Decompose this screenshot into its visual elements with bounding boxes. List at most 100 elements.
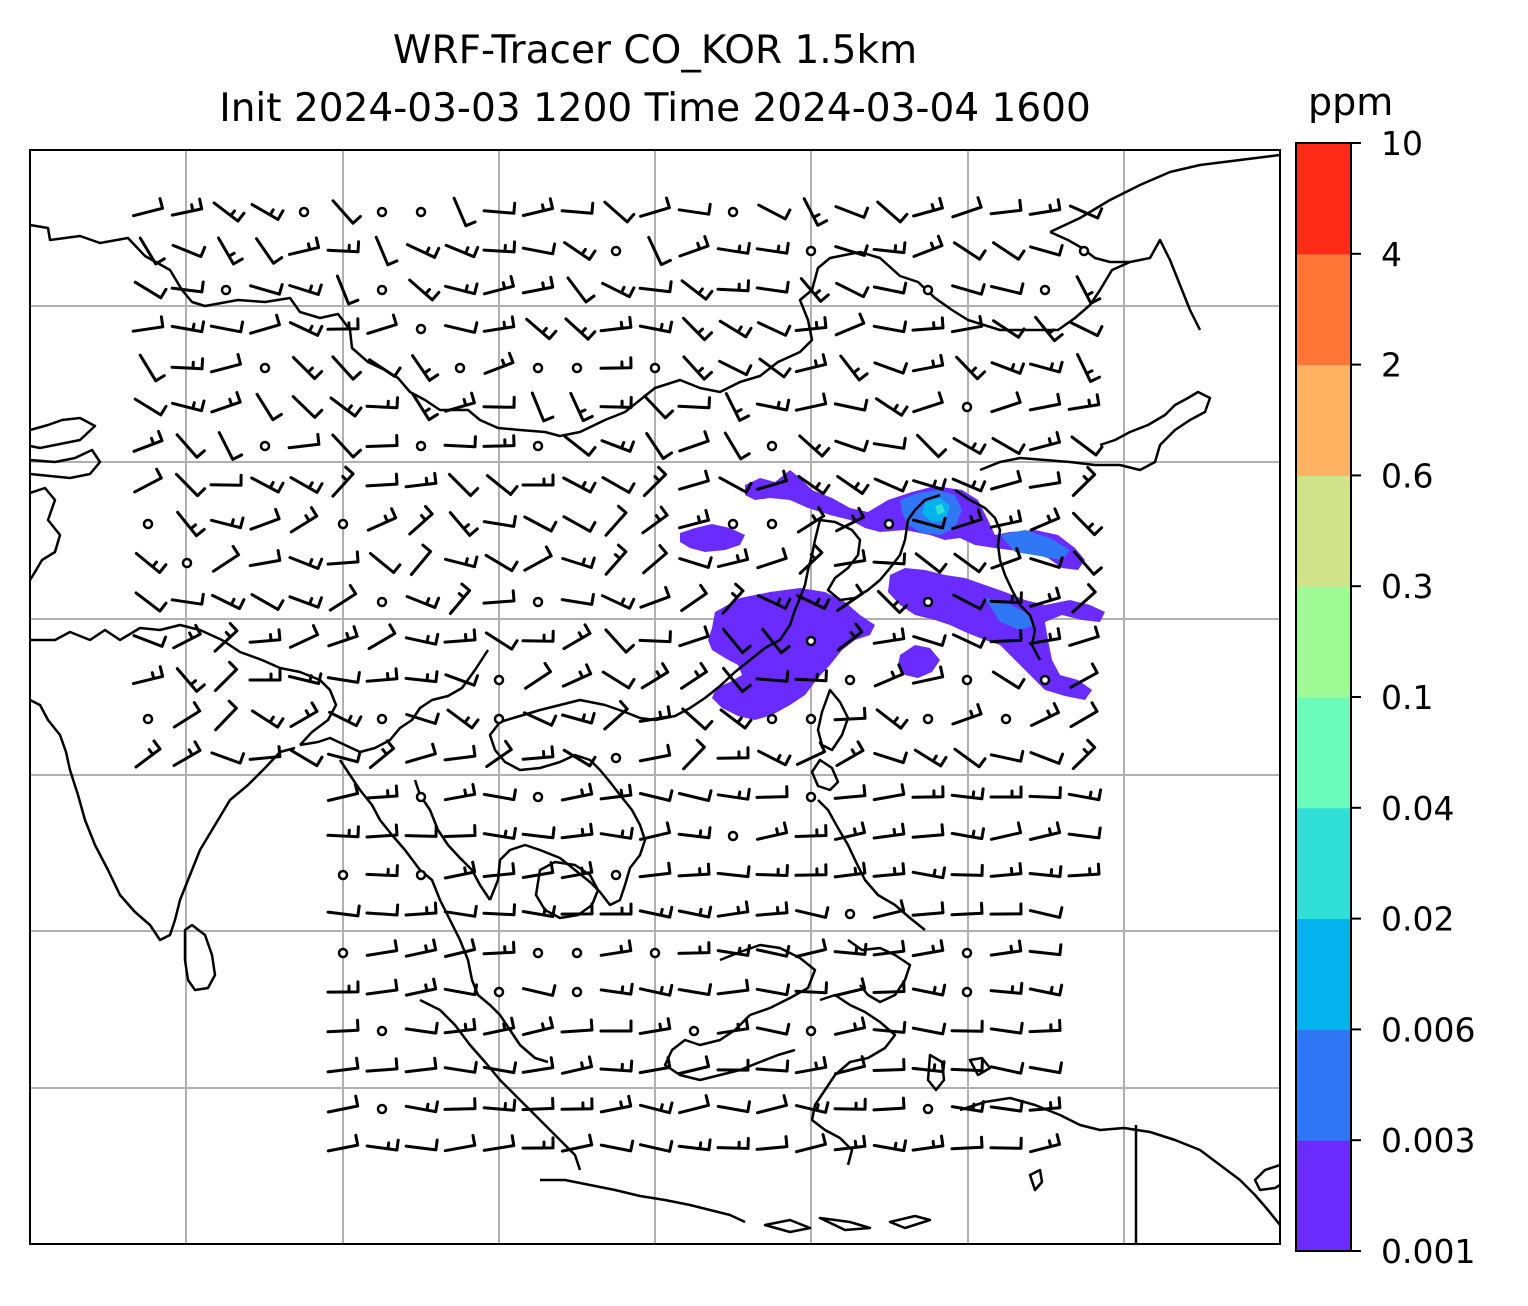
wind-barb: [1067, 826, 1102, 840]
colorbar-swatch: [1296, 918, 1351, 1030]
map-title: WRF-Tracer CO_KOR 1.5km: [392, 28, 918, 73]
wind-barb: [875, 397, 909, 417]
wind-barb: [872, 862, 906, 878]
wind-barb: [563, 241, 597, 261]
wind-barb: [331, 465, 355, 498]
wind-barb: [833, 861, 867, 879]
wind-barb: [638, 630, 672, 644]
wind-barb: [170, 592, 205, 606]
wind-barb: [248, 628, 282, 644]
wind-barb: [794, 824, 828, 838]
wind-barb: [483, 351, 515, 375]
colorbar-tick-label: 0.04: [1381, 789, 1454, 828]
wind-barb: [797, 474, 831, 496]
wind-barb: [911, 823, 945, 839]
wind-barb: [678, 625, 710, 648]
wind-barb: [872, 822, 906, 840]
colorbar-swatch: [1296, 475, 1351, 587]
wind-barb: [833, 977, 867, 997]
wind-barb: [443, 1134, 477, 1153]
calm-wind-marker: [415, 869, 427, 881]
wind-barb: [560, 593, 595, 606]
calm-wind-marker: [961, 986, 973, 998]
wind-barb: [872, 436, 907, 450]
wind-barb: [834, 1055, 866, 1076]
wind-barb: [950, 1059, 984, 1073]
wind-barb: [950, 863, 984, 877]
wind-barb: [604, 628, 635, 654]
colorbar-tick-label: 10: [1381, 124, 1423, 163]
wind-barb: [250, 593, 285, 611]
wind-barb: [951, 196, 983, 219]
calm-wind-marker: [688, 1025, 700, 1037]
wind-barb: [291, 355, 324, 381]
wind-barb: [404, 471, 438, 489]
wind-barb: [876, 200, 909, 224]
wind-barb: [1067, 788, 1103, 802]
wind-barb: [638, 280, 673, 294]
wind-barb: [599, 902, 633, 916]
map-panel: [29, 149, 1281, 1245]
wind-barb: [604, 504, 628, 537]
wind-barb: [638, 821, 672, 841]
colorbar-tick-label: 0.02: [1381, 900, 1454, 939]
wind-barb: [212, 201, 246, 223]
wind-barb: [755, 241, 790, 255]
wind-barb: [172, 701, 202, 729]
wind-barb: [443, 904, 478, 918]
wind-barb: [255, 237, 284, 265]
wind-barb: [989, 981, 1024, 995]
wind-barb: [248, 549, 282, 568]
wind-barb: [1069, 662, 1099, 689]
wind-barb: [678, 430, 710, 453]
wind-barb: [916, 433, 948, 459]
wind-barb: [327, 625, 359, 648]
wind-barb: [643, 394, 675, 420]
wind-barb: [601, 281, 636, 299]
wind-barb: [521, 905, 556, 918]
wind-barb: [1029, 360, 1064, 374]
calm-wind-marker: [298, 206, 310, 218]
wind-barb: [443, 435, 477, 449]
wind-barb: [599, 939, 633, 957]
wind-barb: [365, 1138, 400, 1152]
wind-barb: [678, 509, 710, 530]
wind-barb: [911, 1134, 945, 1152]
wind-barb: [839, 354, 869, 382]
wind-barb: [482, 315, 516, 333]
wind-barb: [365, 1057, 399, 1073]
wind-barb: [170, 320, 206, 334]
wind-barb: [955, 355, 987, 381]
wind-barb: [834, 439, 869, 453]
wind-barb: [795, 741, 827, 766]
wind-barb: [989, 282, 1025, 295]
wind-barb: [872, 1096, 906, 1112]
wind-barb: [603, 700, 629, 731]
wind-barb: [677, 396, 711, 410]
wind-barb: [989, 1021, 1024, 1035]
wind-barb: [716, 548, 750, 569]
wind-barb: [680, 661, 708, 690]
wind-barb: [566, 276, 596, 304]
colorbar-ticks: 0.001 0.003 0.006 0.02 0.04 0.1 0.3 0.6 2 4 10: [1351, 124, 1475, 1271]
wind-barb: [1029, 244, 1064, 257]
wind-barb: [172, 623, 202, 650]
wind-barb: [287, 236, 321, 256]
wind-barb: [131, 665, 165, 686]
wind-barb: [911, 901, 945, 917]
wind-barb: [560, 902, 594, 916]
wind-barb: [645, 432, 674, 460]
calm-wind-marker: [142, 518, 154, 530]
calm-wind-marker: [376, 1103, 388, 1115]
wind-barb: [603, 200, 636, 224]
wind-barb: [1069, 320, 1104, 338]
wind-barb: [724, 392, 751, 422]
wind-barb: [952, 437, 987, 455]
wind-barb: [326, 782, 360, 802]
wind-barb: [521, 1056, 555, 1074]
calm-wind-marker: [415, 791, 427, 803]
wind-barb: [599, 1019, 633, 1033]
wind-barb: [677, 862, 711, 878]
wind-barb: [989, 862, 1023, 878]
wind-barb: [951, 703, 983, 726]
